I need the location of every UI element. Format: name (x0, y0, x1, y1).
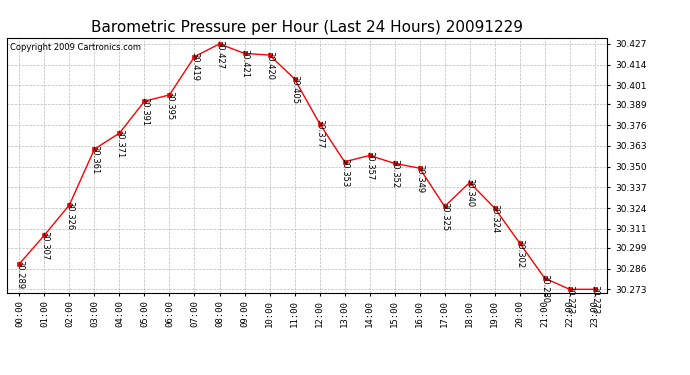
Text: 30.349: 30.349 (415, 164, 424, 193)
Text: Copyright 2009 Cartronics.com: Copyright 2009 Cartronics.com (10, 43, 141, 52)
Text: 30.361: 30.361 (90, 145, 99, 174)
Text: 30.340: 30.340 (465, 178, 474, 207)
Text: 30.427: 30.427 (215, 40, 224, 69)
Text: 30.421: 30.421 (240, 49, 249, 78)
Text: 30.377: 30.377 (315, 119, 324, 149)
Text: 30.324: 30.324 (490, 204, 499, 233)
Text: 30.420: 30.420 (265, 51, 274, 80)
Text: 30.302: 30.302 (515, 239, 524, 268)
Title: Barometric Pressure per Hour (Last 24 Hours) 20091229: Barometric Pressure per Hour (Last 24 Ho… (91, 20, 523, 35)
Text: 30.307: 30.307 (40, 231, 49, 260)
Text: 30.352: 30.352 (390, 159, 399, 188)
Text: 30.405: 30.405 (290, 75, 299, 104)
Text: 30.273: 30.273 (565, 285, 574, 314)
Text: 30.326: 30.326 (65, 201, 74, 230)
Text: 30.325: 30.325 (440, 202, 449, 231)
Text: 30.280: 30.280 (540, 274, 549, 303)
Text: 30.353: 30.353 (340, 158, 349, 187)
Text: 30.371: 30.371 (115, 129, 124, 158)
Text: 30.419: 30.419 (190, 53, 199, 81)
Text: 30.289: 30.289 (15, 260, 24, 289)
Text: 30.273: 30.273 (590, 285, 599, 314)
Text: 30.357: 30.357 (365, 151, 374, 180)
Text: 30.391: 30.391 (140, 97, 149, 126)
Text: 30.395: 30.395 (165, 91, 174, 120)
